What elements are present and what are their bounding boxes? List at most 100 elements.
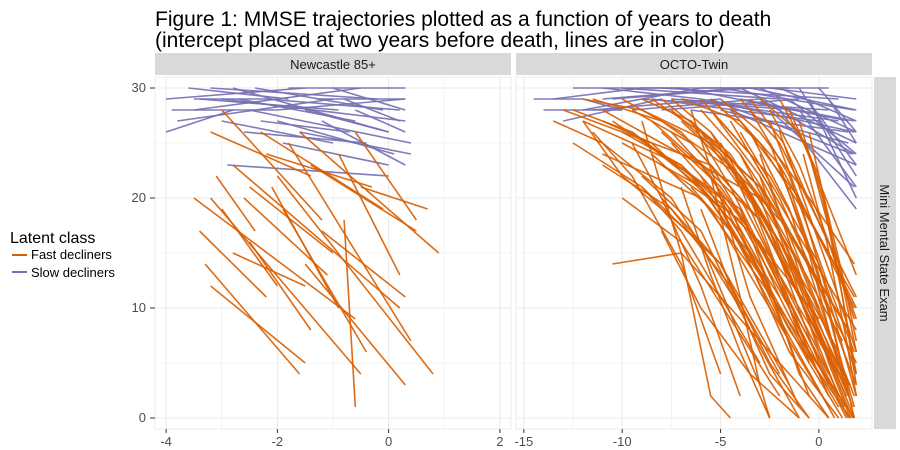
strip-newcastle-label: Newcastle 85+: [290, 57, 376, 72]
trajectory-fast-decliner: [572, 109, 771, 287]
trajectory-fast-decliner: [651, 153, 830, 408]
strip-octo-twin-bg: [516, 53, 872, 75]
trajectory-fast-decliner: [612, 252, 830, 419]
trajectory-fast-decliner: [198, 230, 267, 298]
x-tick-label: 0: [815, 434, 822, 449]
trajectory-fast-decliner: [641, 98, 850, 331]
trajectory-fast-decliner: [572, 142, 791, 386]
right-strip-bg: [874, 77, 896, 429]
trajectory-slow-decliner: [798, 109, 857, 188]
x-tick-label: -2: [272, 434, 284, 449]
trajectory-fast-decliner: [660, 230, 800, 419]
trajectory-fast-decliner: [611, 120, 781, 298]
trajectory-slow-decliner: [622, 87, 780, 100]
legend-label-fast: Fast decliners: [31, 247, 112, 262]
trajectory-fast-decliner: [193, 197, 356, 320]
trajectory-slow-decliner: [720, 87, 855, 111]
x-tick-label: 2: [496, 434, 503, 449]
trajectory-fast-decliner: [210, 285, 306, 364]
panel-newcastle: Newcastle 85+: [154, 53, 512, 430]
trajectory-slow-decliner: [759, 87, 857, 133]
trajectory-fast-decliner: [210, 131, 312, 177]
figure-title-line-2: (intercept placed at two years before de…: [155, 29, 725, 52]
trajectory-slow-decliner: [808, 98, 858, 199]
trajectory-fast-decliner: [641, 186, 761, 364]
trajectory-fast-decliner: [759, 98, 858, 276]
trajectory-slow-decliner: [740, 98, 855, 122]
trajectory-fast-decliner: [621, 131, 830, 397]
trajectory-fast-decliner: [720, 120, 858, 375]
trajectory-fast-decliner: [221, 208, 279, 287]
trajectory-slow-decliner: [553, 87, 642, 100]
trajectory-fast-decliner: [232, 252, 306, 287]
trajectory-slow-decliner: [249, 109, 412, 144]
x-tick-label: -5: [715, 434, 727, 449]
y-tick-label: 30: [132, 80, 146, 95]
trajectory-slow-decliner: [779, 87, 857, 122]
legend-title: Latent class: [10, 230, 95, 247]
trajectory-fast-decliner: [304, 263, 406, 386]
trajectory-fast-decliner: [310, 164, 417, 232]
y-tick-label: 0: [139, 410, 146, 425]
trajectory-fast-decliner: [221, 109, 323, 221]
trajectory-slow-decliner: [299, 131, 412, 155]
trajectory-slow-decliner: [602, 87, 701, 100]
trajectory-fast-decliner: [680, 164, 820, 375]
trajectory-slow-decliner: [828, 98, 857, 144]
trajectory-fast-decliner: [710, 131, 848, 397]
trajectory-fast-decliner: [260, 131, 384, 210]
trajectory-slow-decliner: [260, 120, 350, 133]
trajectory-fast-decliner: [759, 153, 852, 419]
trajectory-fast-decliner: [553, 120, 741, 309]
trajectory-fast-decliner: [768, 109, 858, 320]
trajectory-fast-decliner: [321, 230, 406, 298]
trajectory-fast-decliner: [690, 109, 800, 408]
trajectory-fast-decliner: [215, 175, 256, 232]
trajectory-slow-decliner: [193, 87, 361, 111]
trajectory-fast-decliner: [631, 142, 741, 397]
trajectory-slow-decliner: [277, 98, 406, 111]
panel-octo-twin: OCTO-Twin: [515, 53, 873, 430]
trajectory-fast-decliner: [248, 241, 312, 331]
x-axis-ticks-octo-twin: -15 -10 -5 0: [514, 429, 823, 449]
strip-octo-twin-label: OCTO-Twin: [660, 57, 728, 72]
trajectory-fast-decliner: [343, 219, 357, 408]
trajectory-fast-decliner: [749, 98, 858, 298]
y-tick-label: 10: [132, 300, 146, 315]
x-axis-ticks-newcastle: -4 -2 0 2: [160, 429, 503, 449]
trajectory-slow-decliner: [814, 109, 857, 166]
trajectory-fast-decliner: [739, 153, 850, 397]
trajectory-fast-decliner: [690, 120, 830, 375]
trajectory-fast-decliner: [802, 153, 858, 397]
trajectory-fast-decliner: [720, 98, 855, 265]
trajectory-slow-decliner: [188, 87, 289, 100]
trajectory-fast-decliner: [651, 120, 820, 320]
panel-octo-twin-lines: [533, 87, 858, 419]
trajectory-fast-decliner: [641, 120, 731, 419]
trajectory-fast-decliner: [621, 197, 781, 397]
legend-label-slow: Slow decliners: [31, 265, 115, 280]
trajectory-fast-decliner: [778, 131, 858, 353]
trajectory-slow-decliner: [612, 87, 751, 100]
trajectory-fast-decliner: [660, 131, 840, 375]
trajectory-slow-decliner: [354, 109, 406, 133]
trajectory-fast-decliner: [582, 98, 781, 221]
trajectory-fast-decliner: [680, 186, 771, 419]
y-axis-label: Mini Mental State Exam: [877, 184, 892, 321]
trajectory-slow-decliner: [769, 87, 857, 100]
trajectory-slow-decliner: [282, 142, 389, 166]
x-tick-label: -4: [160, 434, 172, 449]
trajectory-slow-decliner: [238, 98, 356, 122]
trajectory-fast-decliner: [739, 131, 858, 386]
x-tick-label: -15: [514, 434, 533, 449]
trajectory-slow-decliner: [221, 120, 334, 144]
figure-title-line-1: Figure 1: MMSE trajectories plotted as a…: [155, 8, 771, 31]
y-axis-ticks: 0 10 20 30: [132, 80, 155, 425]
trajectory-slow-decliner: [651, 98, 820, 122]
trajectory-fast-decliner: [249, 186, 334, 254]
legend: Latent class Fast decliners Slow decline…: [10, 230, 115, 280]
trajectory-slow-decliner: [661, 98, 800, 111]
x-tick-label: 0: [385, 434, 392, 449]
trajectory-fast-decliner: [788, 186, 856, 408]
